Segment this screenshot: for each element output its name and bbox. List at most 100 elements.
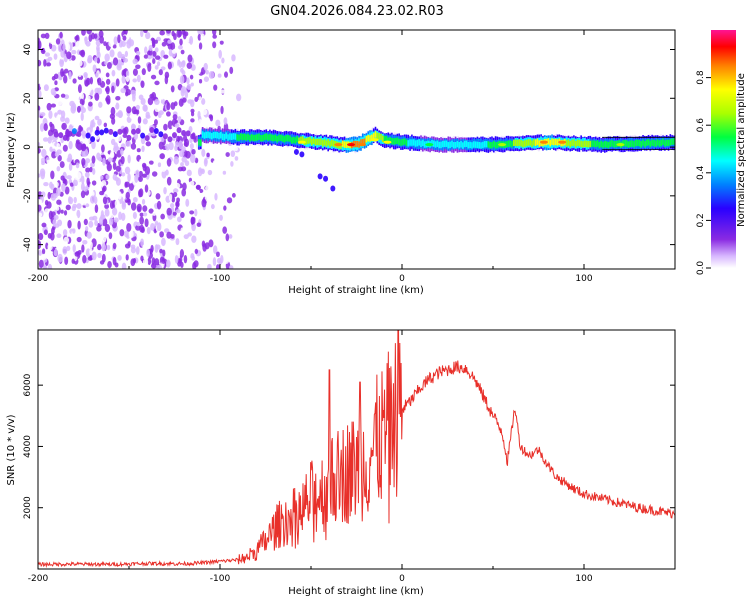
ridge-segment	[556, 139, 559, 146]
noise-speckle	[166, 158, 172, 167]
ridge-segment	[420, 140, 422, 148]
noise-speckle	[179, 38, 183, 46]
noise-speckle	[135, 104, 140, 110]
noise-speckle	[158, 141, 164, 150]
noise-speckle	[84, 79, 89, 87]
noise-speckle	[132, 94, 136, 102]
ridge-segment	[276, 135, 279, 143]
noise-speckle	[166, 102, 171, 111]
ridge-segment	[569, 140, 572, 148]
noise-speckle	[54, 120, 60, 127]
noise-speckle	[202, 243, 207, 252]
noise-speckle	[214, 45, 220, 52]
noise-speckle	[194, 208, 198, 217]
noise-speckle	[215, 251, 220, 258]
noise-speckle	[135, 225, 141, 231]
noise-speckle	[212, 166, 216, 171]
noise-speckle	[210, 203, 215, 210]
ridge-segment	[214, 131, 217, 139]
noise-speckle	[198, 119, 203, 127]
noise-speckle	[231, 54, 236, 62]
noise-speckle	[147, 63, 152, 72]
noise-speckle	[150, 222, 155, 231]
ridge-segment	[598, 141, 601, 149]
noise-speckle	[150, 263, 157, 269]
noise-speckle	[204, 158, 208, 165]
noise-speckle	[198, 42, 203, 50]
noise-speckle	[117, 110, 123, 118]
noise-speckle	[104, 53, 110, 62]
ridge-segment	[487, 141, 490, 148]
noise-speckle	[218, 260, 222, 266]
band-blob	[158, 131, 164, 138]
noise-speckle	[154, 80, 160, 86]
noise-speckle	[162, 249, 166, 257]
noise-speckle	[55, 206, 60, 211]
noise-speckle	[230, 150, 236, 158]
noise-speckle	[140, 238, 144, 247]
noise-speckle	[94, 135, 100, 140]
noise-speckle	[41, 253, 47, 260]
ridge-hotspot	[347, 143, 356, 147]
ridge-segment	[673, 138, 675, 145]
noise-speckle	[79, 50, 85, 56]
noise-speckle	[220, 89, 226, 94]
noise-speckle	[171, 49, 177, 54]
noise-speckle	[194, 248, 199, 255]
ridge-segment	[607, 141, 610, 149]
ridge-segment	[423, 141, 426, 148]
noise-speckle	[130, 89, 136, 95]
noise-speckle	[152, 58, 156, 65]
noise-speckle	[106, 244, 111, 251]
noise-speckle	[213, 84, 218, 91]
ridge-segment	[438, 141, 440, 149]
noise-speckle	[165, 111, 171, 117]
noise-speckle	[57, 219, 63, 227]
noise-speckle	[213, 245, 218, 255]
noise-speckle	[185, 150, 191, 159]
noise-speckle	[226, 197, 233, 204]
ridge-segment	[292, 136, 295, 144]
branch-blob	[293, 148, 299, 155]
noise-speckle	[131, 106, 137, 115]
spectrogram-ytick-label: 0	[23, 144, 33, 150]
noise-speckle	[214, 193, 218, 201]
noise-speckle	[52, 218, 57, 228]
noise-speckle	[166, 231, 172, 239]
noise-speckle	[145, 31, 151, 40]
ridge-segment	[613, 141, 615, 148]
noise-speckle	[158, 103, 164, 111]
ridge-segment	[660, 139, 663, 147]
noise-speckle	[49, 135, 55, 141]
noise-speckle	[163, 54, 169, 59]
band-blob	[112, 131, 118, 138]
noise-speckle	[144, 46, 148, 54]
band-blob	[117, 128, 123, 135]
ridge-segment	[289, 135, 291, 142]
noise-speckle	[140, 227, 145, 233]
noise-speckle	[81, 207, 86, 213]
ridge-hotspot	[297, 140, 306, 144]
noise-speckle	[229, 66, 234, 75]
noise-speckle	[117, 254, 122, 261]
noise-speckle	[38, 90, 42, 99]
noise-speckle	[43, 84, 49, 92]
noise-speckle	[82, 118, 89, 128]
noise-speckle	[104, 208, 110, 217]
ridge-segment	[443, 140, 446, 148]
ridge-segment	[207, 131, 209, 138]
ridge-segment	[331, 139, 333, 147]
noise-speckle	[154, 106, 160, 113]
noise-speckle	[200, 33, 206, 42]
noise-speckle	[50, 67, 55, 75]
ridge-segment	[467, 142, 470, 149]
noise-speckle	[76, 142, 83, 151]
noise-speckle	[132, 257, 137, 264]
noise-speckle	[177, 166, 184, 172]
noise-speckle	[130, 244, 136, 249]
ridge-segment	[376, 132, 379, 140]
ridge-segment	[250, 134, 253, 141]
ridge-segment	[411, 139, 413, 146]
